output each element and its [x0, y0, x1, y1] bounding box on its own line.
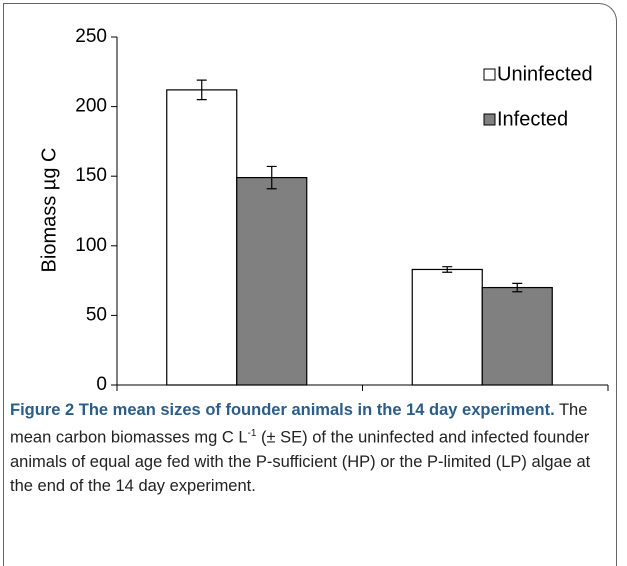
bar	[236, 176, 308, 386]
frame	[3, 3, 617, 566]
error-bar	[442, 266, 453, 273]
caption-superscript: -1	[247, 428, 257, 439]
caption-text: (± SE) of the uninfected and infected fo…	[10, 428, 591, 495]
y-tick-label: 50	[86, 304, 107, 325]
caption-title: Figure 2 The mean sizes of founder anima…	[10, 401, 555, 419]
bar	[166, 89, 238, 386]
bar	[411, 268, 483, 386]
y-tick-label: 150	[75, 165, 107, 186]
error-bar	[196, 79, 207, 101]
chart: Biomass µg C 0 50 100 150 200 250 HP LP Uninfect…	[38, 26, 609, 400]
legend-label: Infected	[497, 108, 568, 130]
bar	[481, 286, 553, 386]
legend-label: Uninfected	[497, 63, 593, 85]
legend-swatch	[483, 113, 496, 126]
y-tick-label: 250	[75, 26, 107, 47]
error-bar	[266, 165, 277, 190]
x-tick-label: LP	[469, 399, 495, 400]
caption-text: The mean carbon biomasses mg C L	[10, 401, 588, 447]
legend-swatch	[483, 68, 496, 81]
y-tick-label: 200	[75, 96, 107, 117]
caption: Figure 2 The mean sizes of founder anima…	[10, 398, 600, 498]
y-tick-label: 100	[75, 235, 107, 256]
y-tick-label: 0	[96, 374, 107, 395]
error-bar	[512, 282, 523, 293]
x-tick-label: HP	[222, 399, 251, 400]
y-axis-label: Biomass µg C	[38, 148, 60, 273]
